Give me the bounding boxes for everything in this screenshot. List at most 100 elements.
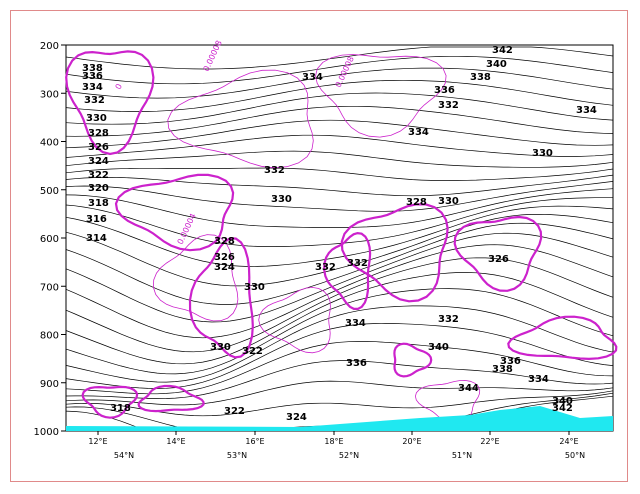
contour-line	[65, 222, 614, 305]
x-tick-label-lat: 51°N	[452, 451, 472, 460]
contour-label: 324	[286, 412, 307, 423]
contour-line	[65, 67, 614, 99]
x-tick-label-lon: 18°E	[324, 437, 343, 446]
moisture-contour	[315, 54, 447, 138]
moisture-contour	[65, 50, 155, 156]
contour-line	[65, 167, 614, 181]
humidity-contours	[65, 50, 618, 424]
contour-line	[65, 55, 614, 85]
contour-label: 336	[346, 358, 367, 369]
y-tick-label: 800	[40, 331, 59, 342]
y-tick-label: 300	[40, 89, 59, 100]
figure-frame	[10, 10, 628, 482]
contour-label: 330	[210, 342, 231, 353]
contour-label: 334	[528, 374, 549, 385]
contour-label: 332	[347, 258, 368, 269]
contour-label: 342	[552, 403, 573, 414]
contour-line	[65, 119, 614, 149]
contour-label: 328	[88, 128, 109, 139]
contour-line	[65, 232, 614, 323]
moisture-contour	[393, 342, 433, 378]
contour-line	[65, 380, 614, 406]
moisture-contour	[81, 385, 139, 419]
y-tick-label: 500	[40, 186, 59, 197]
contour-label: 336	[500, 356, 521, 367]
contour-line	[65, 288, 614, 375]
contour-label: 336	[82, 71, 103, 82]
contour-label: 334	[408, 127, 429, 138]
contour-label: 316	[86, 214, 107, 225]
moisture-label: 0	[114, 82, 124, 90]
contour-line	[65, 360, 614, 399]
contour-line	[65, 79, 614, 112]
contour-line	[65, 197, 613, 247]
x-tick-label-lon: 14°E	[166, 437, 185, 446]
contour-label: 340	[552, 396, 573, 407]
contour-line	[65, 174, 614, 197]
contour-label: 338	[470, 72, 491, 83]
contour-label: 326	[214, 252, 235, 263]
x-tick-label-lat: 50°N	[565, 451, 585, 460]
contour-label: 326	[488, 254, 509, 265]
contour-line	[65, 150, 614, 168]
moisture-contour	[167, 69, 314, 169]
y-tick-label: 700	[40, 282, 59, 293]
x-tick-label-lat: 52°N	[339, 451, 359, 460]
contour-label: 340	[428, 342, 449, 353]
contour-label: 334	[345, 318, 366, 329]
contour-label: 318	[88, 198, 109, 209]
moisture-contour	[114, 173, 235, 252]
moisture-contour	[258, 286, 331, 354]
contour-label: 334	[302, 72, 323, 83]
contour-label: 330	[271, 194, 292, 205]
moisture-contour	[323, 231, 372, 310]
contour-label: 328	[406, 197, 427, 208]
contour-label: 330	[438, 196, 459, 207]
y-tick-label: 900	[40, 379, 59, 390]
contour-line	[65, 244, 614, 339]
contour-label: 326	[88, 142, 109, 153]
y-tick-label: 1000	[34, 427, 59, 438]
x-axis: 12°E 14°E 16°E 18°E 20°E 22°E 24°E 54°N 53°N 52°N…	[88, 431, 585, 460]
x-tick-label-lon: 12°E	[88, 437, 107, 446]
contour-label: 332	[84, 95, 105, 106]
contour-label: 336	[434, 85, 455, 96]
contour-label: 328	[214, 236, 235, 247]
contour-label: 334	[82, 82, 103, 93]
x-tick-label-lon: 20°E	[402, 437, 421, 446]
contour-label: 342	[492, 45, 513, 56]
contour-label: 314	[86, 233, 107, 244]
contour-label: 330	[532, 148, 553, 159]
moisture-contour	[137, 384, 205, 413]
contour-label: 318	[110, 403, 131, 414]
contour-line	[65, 134, 614, 158]
moisture-contour	[507, 315, 618, 361]
contour-label: 338	[82, 63, 103, 74]
contour-label: 324	[214, 262, 235, 273]
contour-line	[65, 181, 614, 212]
contour-label: 324	[88, 156, 109, 167]
y-tick-label: 600	[40, 234, 59, 245]
moisture-contour	[188, 237, 254, 359]
contour-line	[65, 205, 614, 267]
moisture-contour	[340, 203, 449, 303]
y-tick-label: 400	[40, 138, 59, 149]
contour-label: 332	[438, 314, 459, 325]
contour-label: 330	[86, 113, 107, 124]
contour-line	[65, 188, 614, 228]
contour-label: 320	[88, 183, 109, 194]
contour-label: 340	[486, 59, 507, 70]
contour-line	[65, 46, 614, 70]
contour-label: 338	[492, 364, 513, 375]
contour-label: 322	[224, 406, 245, 417]
contour-label: 332	[264, 165, 285, 176]
contour-label: 330	[244, 282, 265, 293]
y-axis: 200 300 400 500 600 700 800 900 1000	[34, 41, 66, 438]
contour-label: 332	[315, 262, 336, 273]
contour-line	[65, 105, 614, 137]
x-tick-label-lat: 53°N	[227, 451, 247, 460]
terrain-fill	[66, 406, 613, 431]
x-tick-label-lat: 54°N	[114, 451, 134, 460]
moisture-contour	[152, 234, 239, 322]
